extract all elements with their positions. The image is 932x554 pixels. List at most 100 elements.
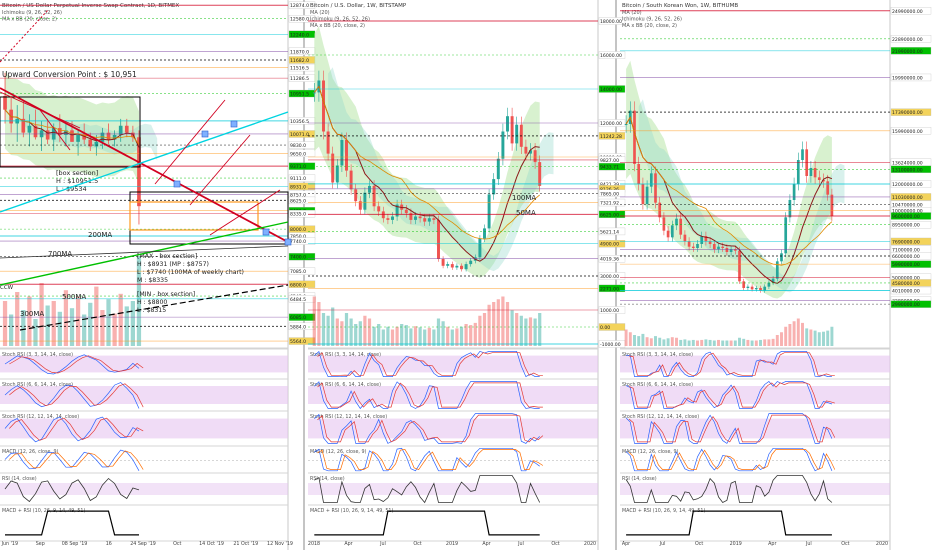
candle-body (524, 146, 528, 154)
macd-line (625, 447, 833, 472)
box-section-label: H : $10951.5 (56, 177, 98, 185)
candle-body (775, 261, 779, 279)
volume-bar (813, 330, 817, 346)
candle-body (809, 168, 813, 176)
pane-title: Stoch RSI (6, 6, 14, 14, close) (310, 382, 381, 388)
candle-body (124, 125, 129, 133)
stoch-d-line (317, 352, 543, 376)
price-tag: 8950000.00 (892, 223, 920, 229)
candle-body (478, 238, 482, 258)
volume-bar (505, 302, 510, 346)
volume-bar (94, 286, 99, 346)
volume-bar (637, 336, 641, 346)
volume-bar (441, 321, 445, 346)
candle-body (763, 286, 767, 291)
x-tick-label: Jul (659, 541, 666, 547)
stoch-k-line (625, 413, 833, 444)
volume-bar (717, 339, 720, 346)
volume-bar (436, 318, 441, 346)
volume-bar (524, 318, 528, 346)
candle-body (418, 216, 422, 219)
x-tick-label: 2018 (308, 541, 320, 547)
candle-body (538, 162, 542, 186)
stoch-d-line (9, 383, 144, 408)
indicator-label: MA (20) (622, 10, 642, 16)
volume-bar (317, 302, 321, 346)
ma-line (313, 85, 540, 240)
price-tag: 11682.0 (290, 58, 309, 64)
stoch-k-line (625, 381, 833, 409)
pane-title: MACD + RSI (10, 26, 9, 14, 49, 51) (622, 508, 705, 514)
stoch-k-line (4, 354, 140, 375)
candle-body (784, 217, 788, 254)
signal-line (317, 449, 544, 471)
volume-bar (100, 310, 105, 346)
candle-body (687, 241, 691, 247)
price-tag-bg (598, 132, 626, 140)
pane-title: Stoch RSI (6, 6, 14, 14, close) (622, 382, 693, 388)
volume-bar (704, 339, 708, 346)
price-tag: 7690000.00 (892, 239, 920, 245)
green-trend-line (0, 221, 289, 286)
volume-bar (358, 321, 362, 346)
volume-bar (15, 292, 20, 346)
price-tag: 12000.00 (600, 121, 622, 127)
candle-body (510, 116, 514, 144)
candle-body (721, 246, 725, 248)
volume-bar (386, 326, 390, 346)
x-tick-label: Sep (36, 541, 45, 547)
candle-body (76, 134, 80, 142)
ma-label: 300MA (20, 310, 44, 318)
volume-bar (763, 339, 767, 346)
candle-body (137, 137, 141, 207)
volume-bar (528, 317, 533, 346)
ichimoku-cloud (638, 99, 845, 293)
price-tag: 7321.92 (600, 201, 619, 207)
pane-title: MACD (12, 26, close, 9) (2, 449, 59, 455)
volume-bar (335, 318, 339, 346)
candle-body (112, 134, 117, 140)
candle-body (501, 131, 505, 159)
min-box-label: L : $8315 (137, 307, 166, 314)
price-tag: 2271.00 (600, 286, 619, 292)
x-tick-label: 26 Jun '19 (0, 541, 18, 547)
price-tag-bg (890, 35, 932, 43)
volume-bar (670, 337, 674, 346)
stoch-band (620, 355, 890, 373)
stoch-k-line (4, 382, 140, 409)
rsi-line (4, 477, 140, 503)
volume-bar (88, 302, 93, 346)
candle-body (529, 150, 532, 154)
volume-bar (775, 335, 779, 346)
macd-rsi-step-line (626, 510, 832, 536)
price-tag-bg (288, 149, 316, 157)
ma-700-line (0, 245, 289, 259)
candle-body (322, 80, 325, 132)
price-tag-bg (598, 51, 626, 59)
price-tag: 5621.14 (600, 229, 619, 235)
candle-body (654, 173, 657, 203)
candle-body (771, 278, 775, 283)
pane-title: Stoch RSI (3, 3, 14, 14, close) (2, 352, 73, 358)
volume-bar (27, 296, 32, 346)
volume-bar (654, 336, 657, 346)
volume-bar (708, 339, 712, 346)
x-tick-label: Jul (379, 541, 386, 547)
price-tag-bg (288, 182, 316, 191)
volume-bar (628, 332, 632, 346)
price-tag: 12240.0 (290, 32, 309, 38)
price-tag-bg (890, 180, 932, 188)
candle-body (801, 149, 804, 160)
volume-bar (725, 340, 729, 346)
candle-body (733, 249, 737, 251)
volume-bar (729, 340, 733, 346)
candle-body (3, 95, 7, 110)
candle-body (335, 165, 339, 183)
price-tag: 7100000.00 (892, 247, 920, 253)
volume-bar (446, 326, 450, 346)
candle-body (670, 225, 674, 238)
candle-body (817, 177, 821, 180)
volume-bar (801, 322, 804, 346)
price-tag: 7740.0 (290, 239, 306, 245)
volume-bar (679, 339, 683, 346)
